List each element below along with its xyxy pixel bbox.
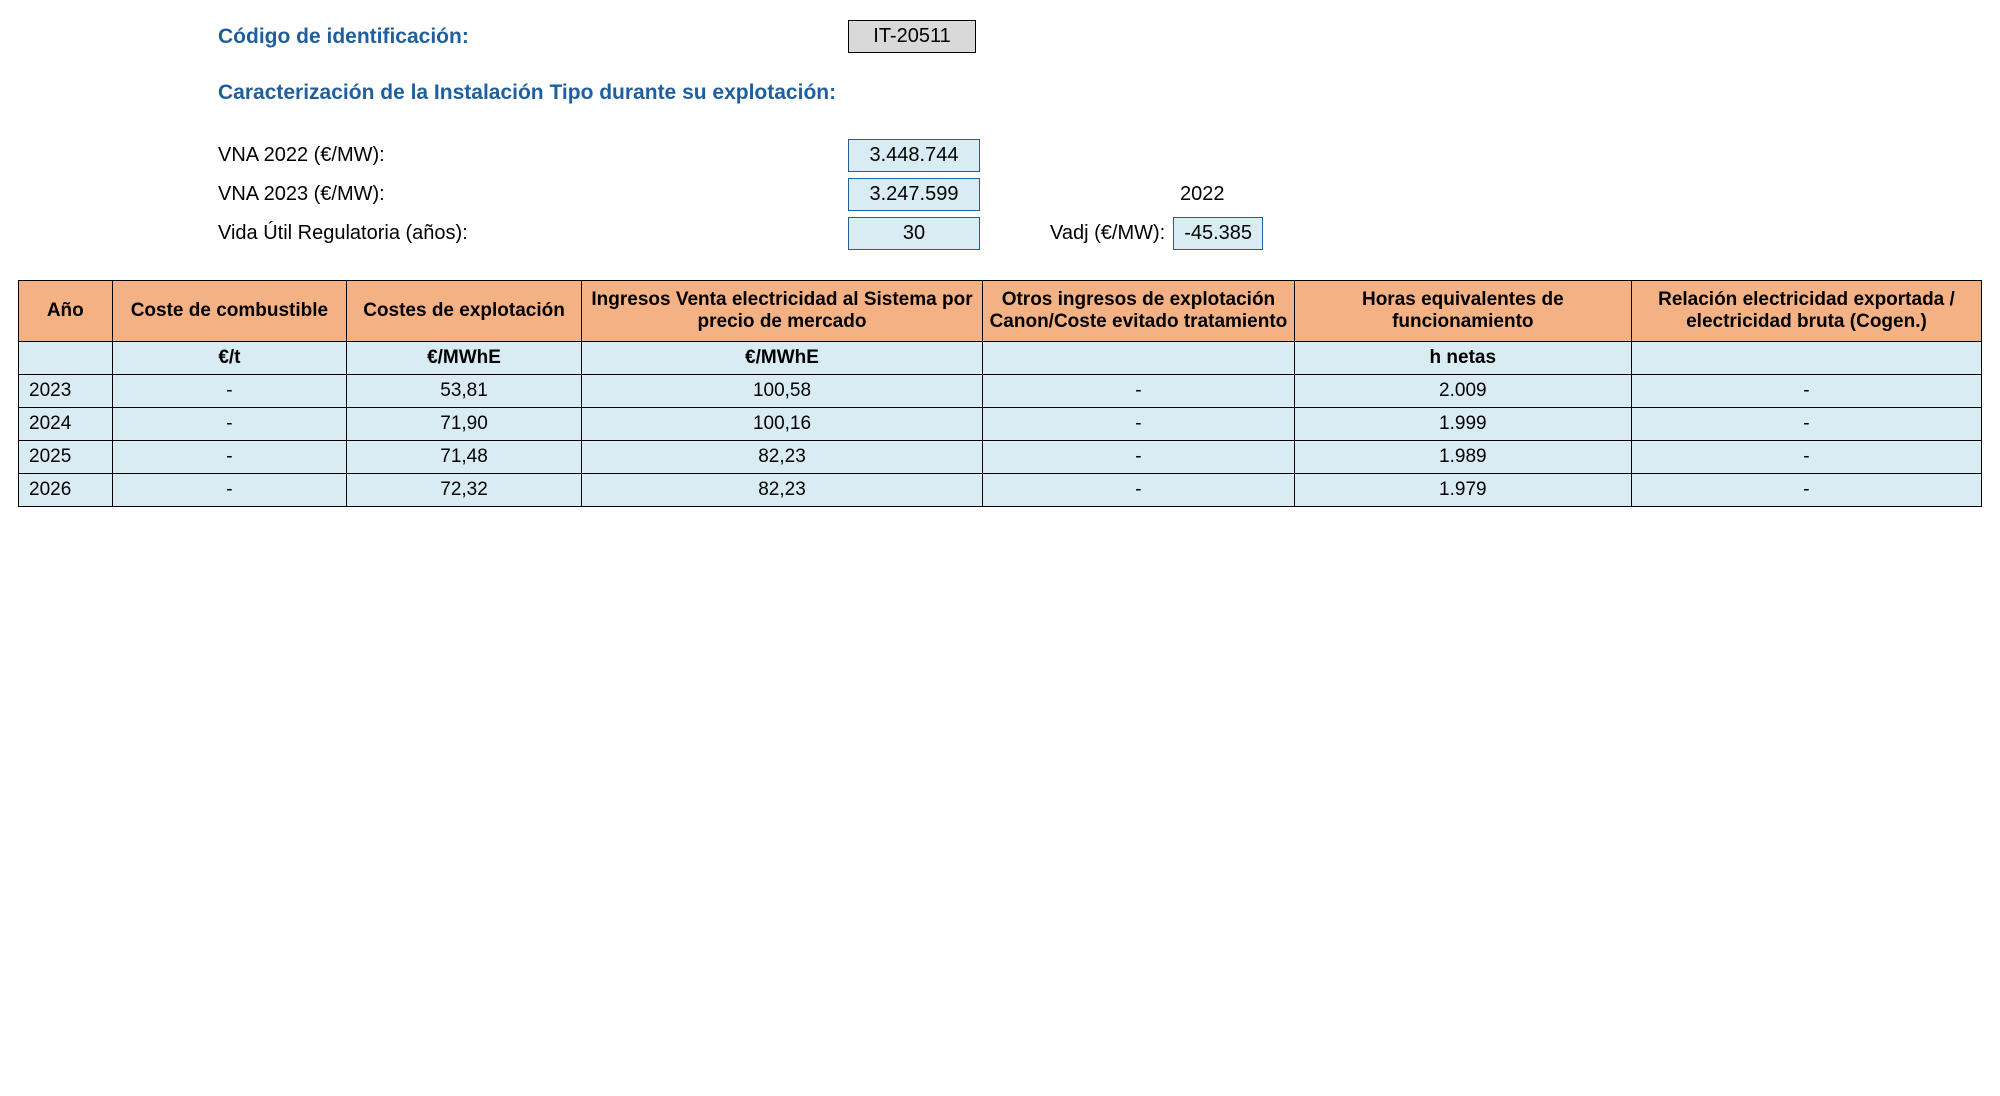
cell: 71,48 bbox=[347, 441, 582, 474]
vadj-value: -45.385 bbox=[1173, 217, 1263, 250]
cell: 2.009 bbox=[1294, 375, 1631, 408]
table-row: 2024 - 71,90 100,16 - 1.999 - bbox=[19, 408, 1982, 441]
main-table: Año Coste de combustible Costes de explo… bbox=[18, 280, 1982, 507]
cell: 71,90 bbox=[347, 408, 582, 441]
cell-year: 2025 bbox=[19, 441, 113, 474]
cell: 1.999 bbox=[1294, 408, 1631, 441]
vida-value: 30 bbox=[848, 217, 980, 250]
code-value-box: IT-20511 bbox=[848, 20, 976, 53]
vna2023-value: 3.247.599 bbox=[848, 178, 980, 211]
subheading: Caracterización de la Instalación Tipo d… bbox=[218, 81, 836, 104]
cell: 100,58 bbox=[581, 375, 982, 408]
code-row: Código de identificación: IT-20511 bbox=[218, 20, 1982, 53]
cell: 100,16 bbox=[581, 408, 982, 441]
unit-relacion bbox=[1631, 342, 1981, 375]
table-body: €/t €/MWhE €/MWhE h netas 2023 - 53,81 1… bbox=[19, 342, 1982, 507]
cell: 53,81 bbox=[347, 375, 582, 408]
cell: 1.979 bbox=[1294, 474, 1631, 507]
unit-costes-explotacion: €/MWhE bbox=[347, 342, 582, 375]
col-header-relacion: Relación electricidad exportada / electr… bbox=[1631, 281, 1981, 342]
code-label: Código de identificación: bbox=[218, 25, 848, 49]
col-header-otros-ingresos: Otros ingresos de explotación Canon/Cost… bbox=[983, 281, 1295, 342]
cell: - bbox=[983, 474, 1295, 507]
col-header-ano: Año bbox=[19, 281, 113, 342]
cell: - bbox=[112, 474, 347, 507]
col-header-ingresos-venta: Ingresos Venta electricidad al Sistema p… bbox=[581, 281, 982, 342]
vna2022-row: VNA 2022 (€/MW): 3.448.744 bbox=[218, 139, 1982, 172]
cell-year: 2026 bbox=[19, 474, 113, 507]
cell: - bbox=[112, 441, 347, 474]
cell: - bbox=[1631, 474, 1981, 507]
subheading-row: Caracterización de la Instalación Tipo d… bbox=[218, 81, 1982, 105]
cell: - bbox=[112, 375, 347, 408]
cell: - bbox=[983, 375, 1295, 408]
vida-label: Vida Útil Regulatoria (años): bbox=[218, 222, 848, 245]
cell: - bbox=[112, 408, 347, 441]
cell: - bbox=[983, 408, 1295, 441]
cell: - bbox=[1631, 408, 1981, 441]
cell: - bbox=[1631, 441, 1981, 474]
vna2022-value: 3.448.744 bbox=[848, 139, 980, 172]
cell: - bbox=[983, 441, 1295, 474]
unit-otros-ingresos bbox=[983, 342, 1295, 375]
table-row: 2023 - 53,81 100,58 - 2.009 - bbox=[19, 375, 1982, 408]
cell-year: 2024 bbox=[19, 408, 113, 441]
year-ref: 2022 bbox=[1180, 183, 1225, 206]
cell: 82,23 bbox=[581, 474, 982, 507]
cell: 72,32 bbox=[347, 474, 582, 507]
vadj-cell: Vadj (€/MW): -45.385 bbox=[1050, 217, 1263, 250]
col-header-costes-explotacion: Costes de explotación bbox=[347, 281, 582, 342]
cell: 1.989 bbox=[1294, 441, 1631, 474]
col-header-horas: Horas equivalentes de funcionamiento bbox=[1294, 281, 1631, 342]
units-row: €/t €/MWhE €/MWhE h netas bbox=[19, 342, 1982, 375]
vida-row: Vida Útil Regulatoria (años): 30 Vadj (€… bbox=[218, 217, 1982, 250]
header-section: Código de identificación: IT-20511 Carac… bbox=[218, 20, 1982, 250]
vna2023-row: VNA 2023 (€/MW): 3.247.599 2022 bbox=[218, 178, 1982, 211]
unit-coste-combustible: €/t bbox=[112, 342, 347, 375]
vadj-label: Vadj (€/MW): bbox=[1050, 222, 1165, 245]
cell: 82,23 bbox=[581, 441, 982, 474]
unit-horas: h netas bbox=[1294, 342, 1631, 375]
table-header-row: Año Coste de combustible Costes de explo… bbox=[19, 281, 1982, 342]
vna2022-label: VNA 2022 (€/MW): bbox=[218, 144, 848, 167]
col-header-coste-combustible: Coste de combustible bbox=[112, 281, 347, 342]
unit-ano bbox=[19, 342, 113, 375]
table-row: 2025 - 71,48 82,23 - 1.989 - bbox=[19, 441, 1982, 474]
table-row: 2026 - 72,32 82,23 - 1.979 - bbox=[19, 474, 1982, 507]
cell: - bbox=[1631, 375, 1981, 408]
table-header: Año Coste de combustible Costes de explo… bbox=[19, 281, 1982, 342]
unit-ingresos-venta: €/MWhE bbox=[581, 342, 982, 375]
cell-year: 2023 bbox=[19, 375, 113, 408]
vna2023-label: VNA 2023 (€/MW): bbox=[218, 183, 848, 206]
